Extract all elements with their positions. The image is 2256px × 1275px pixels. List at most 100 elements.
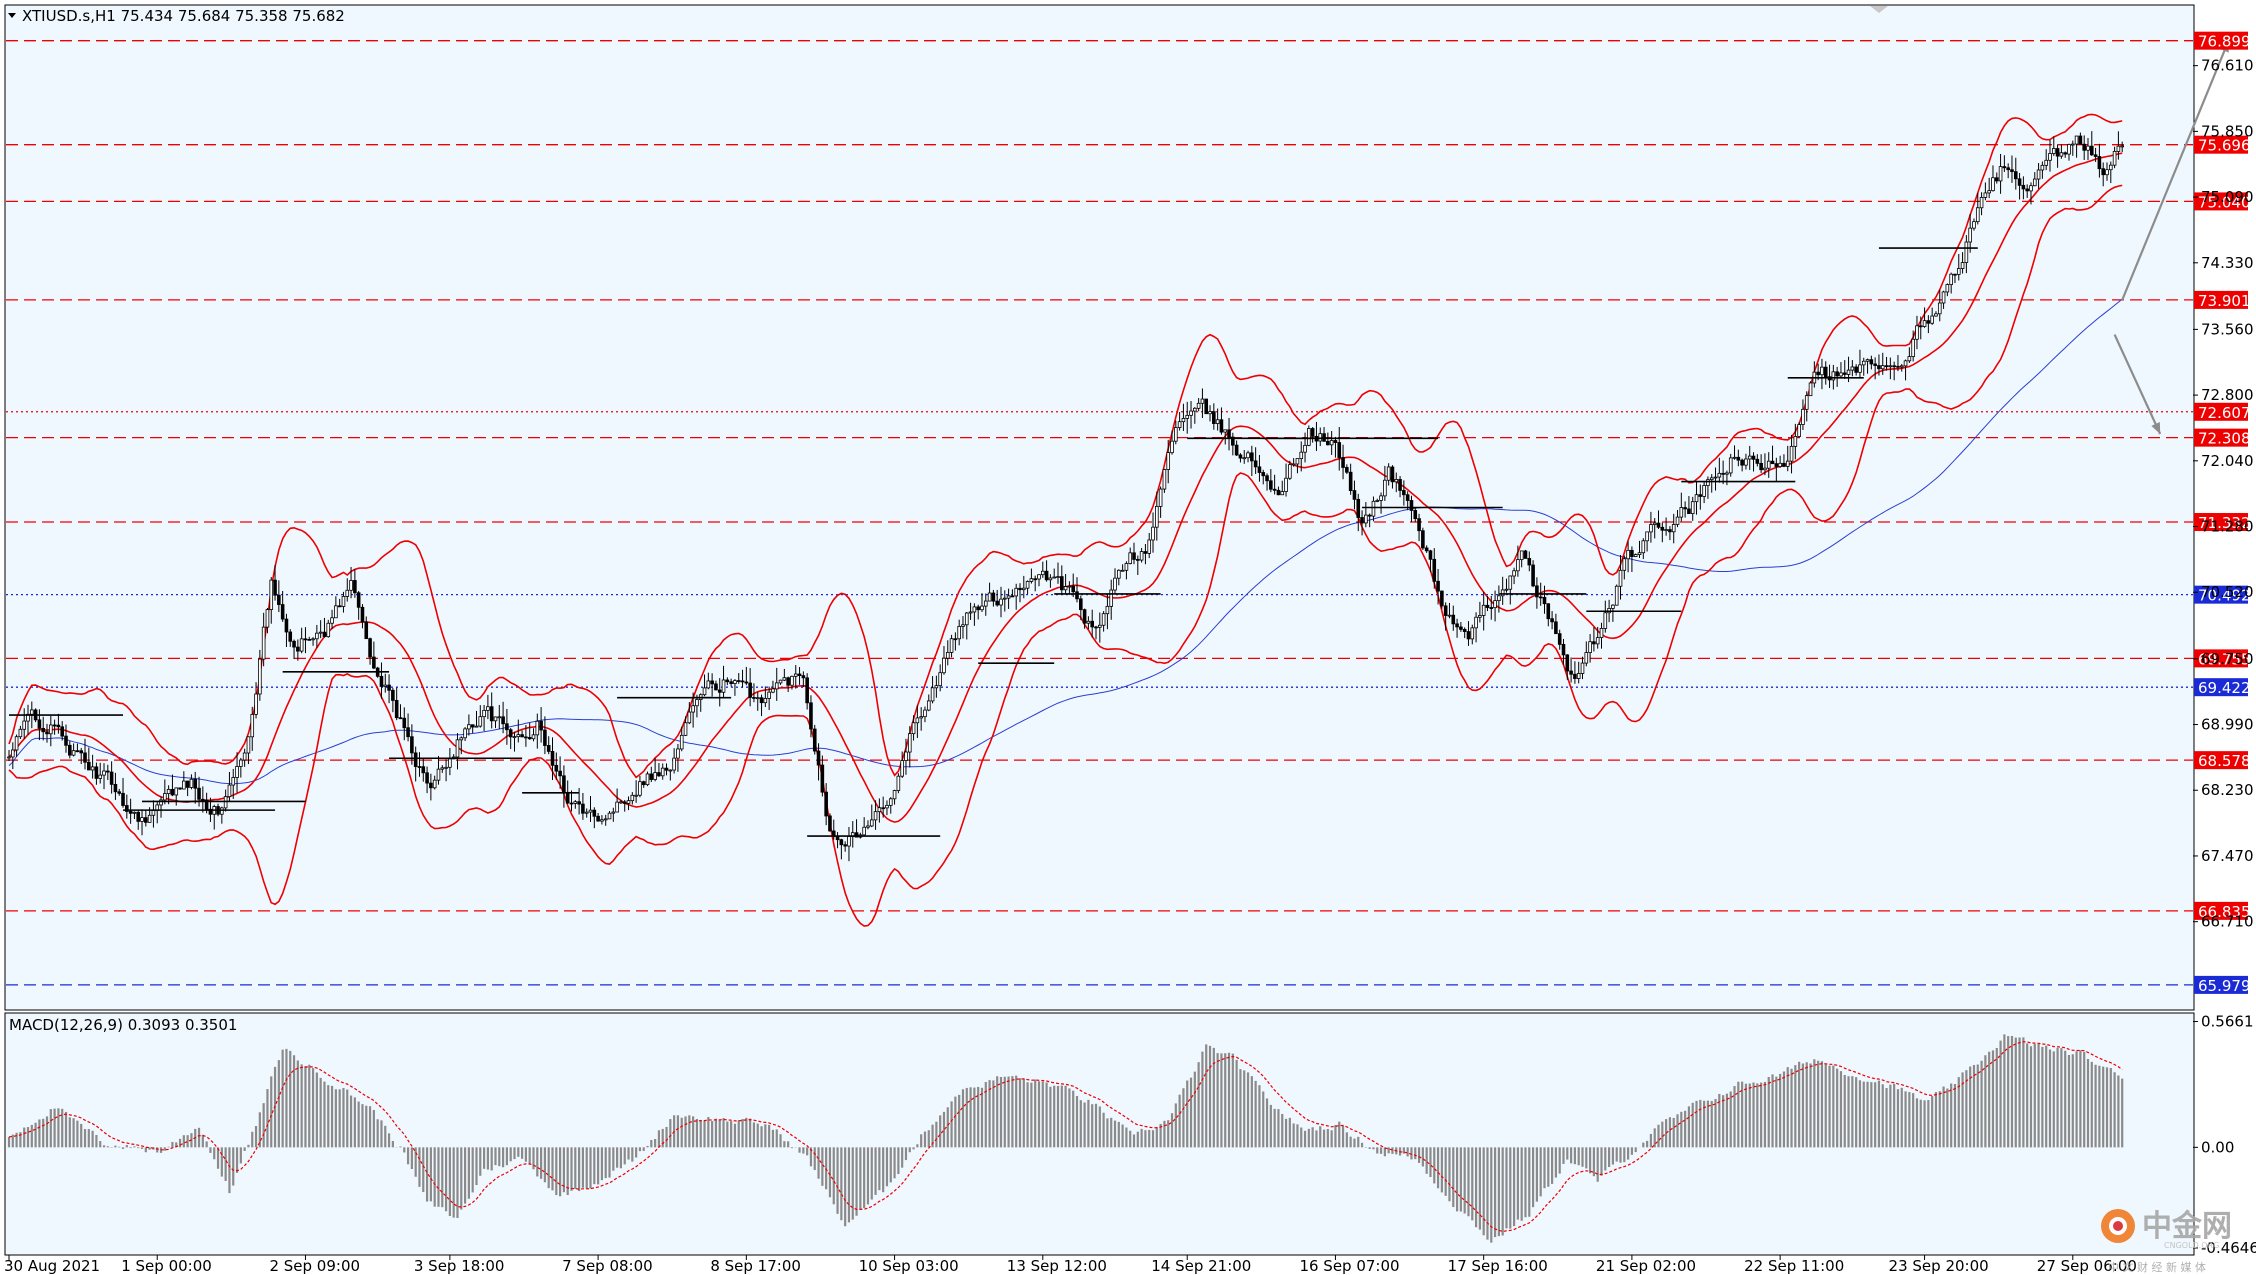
- candle-body: [467, 724, 471, 730]
- moving-average-line[interactable]: [8, 298, 2123, 785]
- candles: [7, 131, 2124, 862]
- candle-body: [524, 736, 528, 739]
- y-tick-label-5: 72.800: [2201, 386, 2254, 404]
- candle-body: [372, 656, 376, 669]
- candle-body: [1888, 365, 1893, 368]
- candle-body: [151, 809, 156, 816]
- candle-body: [2067, 144, 2071, 155]
- candle-body: [189, 778, 194, 788]
- candle-body: [2010, 169, 2014, 173]
- candle-body: [1257, 466, 1262, 473]
- candle-body: [1508, 575, 1513, 590]
- candle-body: [1782, 462, 1786, 467]
- candle-body: [79, 750, 84, 754]
- candle-body: [793, 673, 798, 677]
- macd-tick-label-0: 0.5661: [2201, 1013, 2254, 1031]
- candle-body: [2089, 145, 2094, 156]
- candle-body: [1128, 552, 1133, 564]
- candle-body: [1147, 539, 1152, 554]
- forecast-arrow-down[interactable]: [2113, 334, 2162, 435]
- candle-body: [1075, 591, 1079, 600]
- candle-body: [307, 638, 312, 641]
- candle-body: [771, 688, 775, 693]
- candle-body: [170, 788, 175, 796]
- candle-body: [106, 770, 110, 773]
- candle-body: [1288, 464, 1292, 479]
- candle-body: [991, 592, 996, 602]
- candle-body: [1785, 460, 1790, 467]
- candle-body: [1728, 457, 1733, 474]
- candle-body: [653, 772, 657, 780]
- candle-body: [440, 767, 445, 770]
- candle-body: [1329, 440, 1334, 446]
- bollinger-upper-line[interactable]: [8, 113, 2123, 779]
- candle-body: [292, 640, 296, 648]
- candle-body: [2059, 152, 2064, 157]
- candle-body: [1204, 398, 1209, 415]
- candle-body: [520, 734, 524, 738]
- candle-body: [1899, 365, 1904, 368]
- candle-body: [1478, 615, 1482, 618]
- candle-body: [896, 775, 901, 791]
- candle-body: [683, 722, 688, 736]
- candle-body: [1652, 522, 1657, 525]
- candle-body: [687, 711, 692, 724]
- candle-body: [790, 675, 794, 686]
- candle-body: [2082, 143, 2086, 151]
- scroll-marker-icon[interactable]: [1870, 6, 1888, 13]
- candle-body: [615, 801, 619, 813]
- candle-body: [1675, 516, 1680, 525]
- candle-body: [2112, 151, 2117, 166]
- candle-body: [1850, 366, 1855, 371]
- candle-body: [926, 700, 931, 711]
- candle-body: [1903, 360, 1908, 367]
- candle-body: [1740, 459, 1744, 466]
- watermark-tagline: 中 文 财 经 新 媒 体: [2108, 1260, 2206, 1274]
- candle-body: [109, 771, 114, 785]
- candle-body: [1614, 585, 1619, 606]
- candle-body: [52, 724, 57, 727]
- forecast-arrow-up[interactable]: [2121, 40, 2230, 301]
- candle-body: [649, 773, 654, 780]
- candle-body: [1010, 595, 1015, 598]
- candle-body: [147, 814, 152, 823]
- candle-body: [1698, 494, 1703, 497]
- macd-signal-line[interactable]: [8, 1041, 2123, 1233]
- candle-body: [1960, 262, 1965, 269]
- level-badge-1: [2194, 135, 2248, 154]
- candle-body: [208, 808, 213, 815]
- candle-body: [839, 839, 844, 846]
- candle-body: [489, 706, 494, 722]
- candle-body: [1953, 273, 1957, 276]
- candle-body: [987, 592, 992, 602]
- candle-body: [1527, 558, 1532, 566]
- candle-body: [83, 752, 87, 763]
- candle-body: [1854, 366, 1858, 373]
- candle-body: [2025, 188, 2029, 192]
- bollinger-lower-line[interactable]: [8, 184, 2123, 927]
- candle-body: [930, 687, 935, 702]
- candle-body: [512, 736, 517, 739]
- chart-header: XTIUSD.s,H1 75.434 75.684 75.358 75.682: [8, 7, 345, 25]
- candle-body: [1535, 585, 1539, 598]
- candle-body: [7, 756, 11, 759]
- candle-body: [1094, 626, 1098, 629]
- candle-body: [1683, 507, 1687, 510]
- candle-body: [1687, 508, 1691, 514]
- candle-body: [1994, 177, 1999, 182]
- candle-body: [919, 716, 923, 719]
- candle-body: [280, 604, 285, 620]
- collapse-triangle-icon[interactable]: [8, 13, 16, 18]
- candle-body: [531, 734, 536, 740]
- candle-body: [1447, 614, 1452, 617]
- level-badge-text-3: 73.901: [2198, 292, 2251, 310]
- candle-body: [1937, 302, 1942, 315]
- level-badge-10: [2194, 751, 2248, 770]
- candle-body: [1390, 466, 1395, 483]
- candle-body: [406, 727, 410, 738]
- candle-body: [1367, 514, 1372, 517]
- candle-body: [1299, 451, 1304, 459]
- candle-body: [254, 693, 258, 715]
- candle-body: [98, 774, 103, 779]
